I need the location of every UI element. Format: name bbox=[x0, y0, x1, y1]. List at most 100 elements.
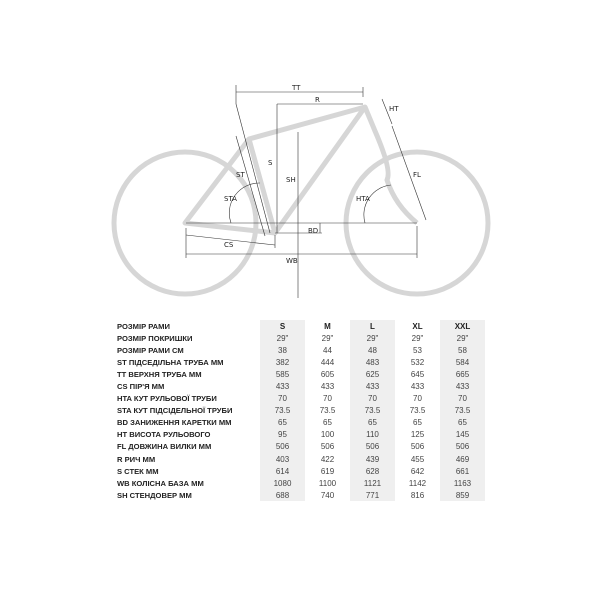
cell-value: 642 bbox=[410, 466, 425, 476]
row-label: R РИЧ ММ bbox=[117, 454, 156, 464]
cell-value: 70 bbox=[440, 392, 485, 405]
size-header: M bbox=[324, 321, 331, 331]
label-st: ST bbox=[236, 171, 245, 179]
label-r: R bbox=[315, 96, 320, 104]
cell-value: 645 bbox=[410, 369, 425, 379]
cell-value: 70 bbox=[350, 392, 395, 405]
cell-value: 65 bbox=[323, 418, 332, 428]
row-label: S СТЕК ММ bbox=[117, 466, 159, 476]
row-label: HTA КУТ РУЛЬОВОЇ ТРУБИ bbox=[117, 394, 217, 404]
cell-value: 38 bbox=[260, 344, 305, 357]
cell-value: 506 bbox=[320, 442, 335, 452]
cell-value: 506 bbox=[260, 440, 305, 454]
table-row: TT ВЕРХНЯ ТРУБА ММ 585 605 625 645 665 bbox=[117, 368, 485, 381]
size-header: S bbox=[260, 320, 305, 333]
dimension-lines bbox=[185, 85, 427, 298]
table-row: HTA КУТ РУЛЬОВОЇ ТРУБИ 70 70 70 70 70 bbox=[117, 392, 485, 405]
cell-value: 65 bbox=[413, 418, 422, 428]
table-row: STA КУТ ПІДСІДЕЛЬНОЇ ТРУБИ 73.5 73.5 73.5 73… bbox=[117, 404, 485, 417]
label-s: S bbox=[268, 159, 273, 167]
cell-value: 65 bbox=[260, 416, 305, 429]
table-row: РОЗМІР ПОКРИШКИ 29" 29" 29" 29" 29" bbox=[117, 332, 485, 345]
cell-value: 73.5 bbox=[409, 406, 426, 416]
table-row: SH СТЕНДОВЕР ММ 688 740 771 816 859 bbox=[117, 489, 485, 502]
cell-value: 100 bbox=[320, 430, 335, 440]
cell-value: 73.5 bbox=[350, 404, 395, 417]
table-row: HT ВИСОТА РУЛЬОВОГО 95 100 110 125 145 bbox=[117, 428, 485, 441]
cell-value: 29" bbox=[321, 333, 334, 343]
table-row: S СТЕК ММ 614 619 628 642 661 bbox=[117, 465, 485, 478]
cell-value: 1163 bbox=[440, 477, 485, 490]
cell-value: 859 bbox=[440, 489, 485, 502]
cell-value: 619 bbox=[320, 466, 335, 476]
cell-value: 584 bbox=[440, 356, 485, 369]
cell-value: 1121 bbox=[350, 477, 395, 490]
cell-value: 605 bbox=[320, 369, 335, 379]
label-sta: STA bbox=[224, 195, 237, 203]
bike-frame bbox=[182, 104, 419, 236]
label-sh: SH bbox=[286, 176, 296, 184]
row-label: SH СТЕНДОВЕР ММ bbox=[117, 490, 192, 500]
label-hta: HTA bbox=[356, 195, 370, 203]
cell-value: 44 bbox=[323, 345, 332, 355]
bike-geometry-diagram: TT R HT S SH ST FL STA HTA BD CS WB bbox=[111, 84, 491, 298]
row-label: ST ПІДСЕДІЛЬНА ТРУБА ММ bbox=[117, 357, 224, 367]
label-wb: WB bbox=[286, 257, 298, 265]
table-row: CS ПІР'Я ММ 433 433 433 433 433 bbox=[117, 380, 485, 393]
cell-value: 532 bbox=[410, 357, 425, 367]
cell-value: 403 bbox=[260, 453, 305, 466]
cell-value: 625 bbox=[350, 368, 395, 381]
cell-value: 29" bbox=[350, 332, 395, 345]
label-ht: HT bbox=[389, 105, 399, 113]
cell-value: 614 bbox=[260, 465, 305, 478]
table-row: FL ДОВЖИНА ВИЛКИ ММ 506 506 506 506 506 bbox=[117, 440, 485, 454]
row-label: WB КОЛІСНА БАЗА ММ bbox=[117, 478, 204, 488]
cell-value: 65 bbox=[350, 416, 395, 429]
cell-value: 433 bbox=[260, 380, 305, 393]
cell-value: 816 bbox=[410, 490, 425, 500]
row-label: CS ПІР'Я ММ bbox=[117, 382, 165, 392]
cell-value: 29" bbox=[440, 332, 485, 345]
cell-value: 70 bbox=[260, 392, 305, 405]
cell-value: 48 bbox=[350, 344, 395, 357]
cell-value: 433 bbox=[410, 382, 425, 392]
row-label: РОЗМІР РАМИ СМ bbox=[117, 345, 184, 355]
cell-value: 58 bbox=[440, 344, 485, 357]
cell-value: 65 bbox=[440, 416, 485, 429]
cell-value: 483 bbox=[350, 356, 395, 369]
row-label: РОЗМІР РАМИ bbox=[117, 321, 170, 331]
cell-value: 422 bbox=[320, 454, 335, 464]
table-row: WB КОЛІСНА БАЗА ММ 1080 1100 1121 1142 1163 bbox=[117, 477, 485, 490]
size-header: XXL bbox=[440, 320, 485, 333]
cell-value: 125 bbox=[410, 430, 425, 440]
cell-value: 73.5 bbox=[260, 404, 305, 417]
cell-value: 433 bbox=[320, 382, 335, 392]
cell-value: 1142 bbox=[408, 478, 427, 488]
table-row: ST ПІДСЕДІЛЬНА ТРУБА ММ 382 444 483 532 584 bbox=[117, 356, 485, 369]
table-row: РОЗМІР РАМИ СМ 38 44 48 53 58 bbox=[117, 344, 485, 357]
cell-value: 1080 bbox=[260, 477, 305, 490]
cell-value: 455 bbox=[410, 454, 425, 464]
cell-value: 628 bbox=[350, 465, 395, 478]
label-tt: TT bbox=[291, 84, 301, 92]
cell-value: 1100 bbox=[318, 478, 337, 488]
cell-value: 433 bbox=[440, 380, 485, 393]
row-label: TT ВЕРХНЯ ТРУБА ММ bbox=[117, 369, 202, 379]
row-label: STA КУТ ПІДСІДЕЛЬНОЇ ТРУБИ bbox=[117, 406, 233, 416]
cell-value: 70 bbox=[323, 394, 332, 404]
cell-value: 110 bbox=[350, 428, 395, 441]
row-label: РОЗМІР ПОКРИШКИ bbox=[117, 333, 193, 343]
cell-value: 29" bbox=[411, 333, 424, 343]
cell-value: 433 bbox=[350, 380, 395, 393]
cell-value: 439 bbox=[350, 453, 395, 466]
cell-value: 95 bbox=[260, 428, 305, 441]
cell-value: 740 bbox=[320, 490, 335, 500]
row-label: FL ДОВЖИНА ВИЛКИ ММ bbox=[117, 442, 212, 452]
row-label: HT ВИСОТА РУЛЬОВОГО bbox=[117, 430, 211, 440]
cell-value: 506 bbox=[440, 440, 485, 454]
cell-value: 665 bbox=[440, 368, 485, 381]
cell-value: 688 bbox=[260, 489, 305, 502]
cell-value: 506 bbox=[410, 442, 425, 452]
cell-value: 29" bbox=[260, 332, 305, 345]
size-header: XL bbox=[412, 321, 423, 331]
